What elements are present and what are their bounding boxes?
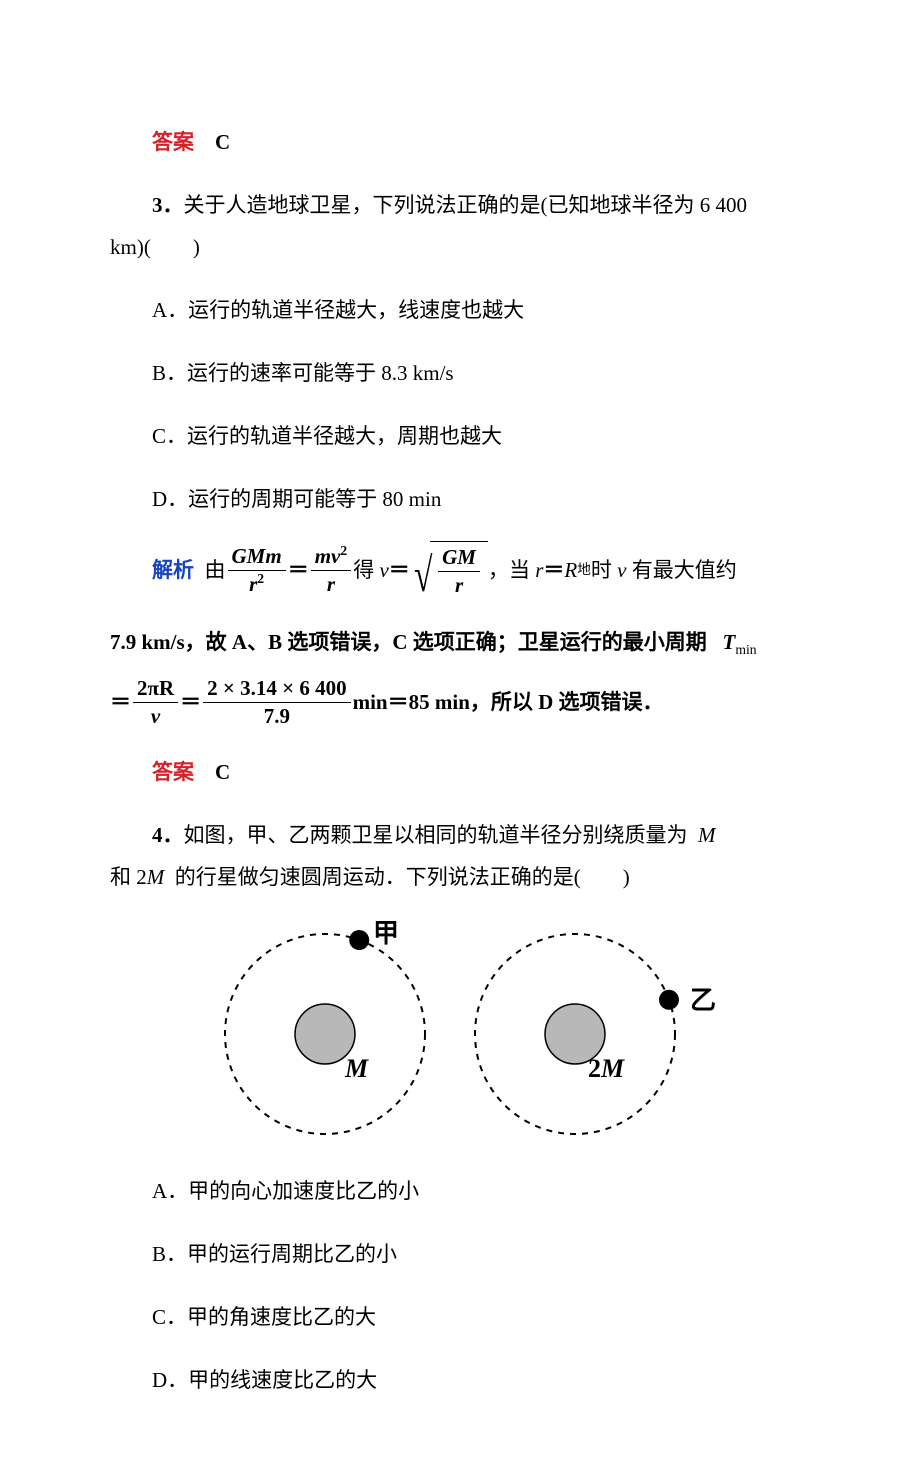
q4-stem-line1: 4．如图，甲、乙两颗卫星以相同的轨道半径分别绕质量为 M xyxy=(110,814,810,856)
q4-option-b: B．甲的运行周期比乙的小 xyxy=(110,1233,810,1275)
eq-sign: ＝ xyxy=(389,558,410,583)
var-v: v xyxy=(379,558,388,583)
q3-an-p1d: 时 xyxy=(591,558,612,583)
q3-stem-line2: km)( ) xyxy=(110,226,810,268)
q3-an-p1a: 由 xyxy=(205,558,226,583)
q4-stem-a: 如图，甲、乙两颗卫星以相同的轨道半径分别绕质量为 xyxy=(184,823,688,847)
planet-label-M: M xyxy=(344,1054,369,1083)
q4-option-a: A．甲的向心加速度比乙的小 xyxy=(110,1170,810,1212)
satellite-label-yi: 乙 xyxy=(690,986,716,1015)
sqrt-sign-icon: √ xyxy=(414,552,432,600)
q3-frac-2piR-v: 2πR v xyxy=(133,675,178,731)
frac-den: v xyxy=(147,703,164,730)
orbit-right-svg: 2M 乙 xyxy=(460,919,750,1149)
orbit-right: 2M 乙 xyxy=(460,919,730,1149)
frac-num: GMm xyxy=(228,543,286,571)
q2-answer-line: 答案 C xyxy=(110,121,810,163)
frac-den: r xyxy=(323,571,339,598)
q3-analysis-line2: 7.9 km/s，故 A、B 选项错误，C 选项正确；卫星运行的最小周期 Tmi… xyxy=(110,621,810,663)
q3-number: 3． xyxy=(152,193,184,217)
answer-label: 答案 xyxy=(152,760,194,784)
q4-stem-line2: 和 2M 的行星做匀速圆周运动．下列说法正确的是( ) xyxy=(110,856,810,898)
satellite-dot xyxy=(659,990,679,1010)
q4-stem-b: 和 2 xyxy=(110,865,147,889)
eq-sign: ＝ xyxy=(180,690,201,715)
q3-option-a: A．运行的轨道半径越大，线速度也越大 xyxy=(110,289,810,331)
sqrt-gm-r: √ GM r xyxy=(410,541,488,600)
eq-sign: ＝ xyxy=(288,558,309,583)
q2-answer-value: C xyxy=(215,130,230,154)
q3-option-d: D．运行的周期可能等于 80 min xyxy=(110,478,810,520)
q3-analysis-line3: ＝ 2πR v ＝ 2 × 3.14 × 6 400 7.9 min＝85 mi… xyxy=(110,675,810,731)
q3-option-b: B．运行的速率可能等于 8.3 km/s xyxy=(110,352,810,394)
planet-label-2M: 2M xyxy=(588,1054,625,1083)
frac-num: 2 × 3.14 × 6 400 xyxy=(203,675,350,703)
q4-option-c: C．甲的角速度比乙的大 xyxy=(110,1296,810,1338)
var-R: R xyxy=(564,558,577,583)
frac-den: 7.9 xyxy=(260,703,294,730)
q3-an-p1b: 得 xyxy=(353,558,374,583)
q3-frac-gmm-r2: GMm r2 xyxy=(228,543,286,599)
q4-stem-c: 的行星做匀速圆周运动．下列说法正确的是( ) xyxy=(175,865,630,889)
q3-an-p1e: 有最大值约 xyxy=(632,558,737,583)
frac-num: mv2 xyxy=(311,543,352,571)
sub-min: min xyxy=(735,642,756,657)
q3-answer-line: 答案 C xyxy=(110,751,810,793)
q3-an-p3b: min＝85 min，所以 D 选项错误． xyxy=(353,690,664,715)
satellite-label-jia: 甲 xyxy=(373,919,399,948)
sqrt-body: GM r xyxy=(430,541,488,600)
answer-label: 答案 xyxy=(152,130,194,154)
q3-an-p2a: 7.9 km/s，故 A、B 选项错误，C 选项正确；卫星运行的最小周期 xyxy=(110,630,707,654)
q4-option-d: D．甲的线速度比乙的大 xyxy=(110,1359,810,1401)
var-v2: v xyxy=(617,558,626,583)
var-r: r xyxy=(535,558,543,583)
q3-stem-line1: 3．关于人造地球卫星，下列说法正确的是(已知地球半径为 6 400 xyxy=(110,184,810,226)
q3-frac-numeric: 2 × 3.14 × 6 400 7.9 xyxy=(203,675,350,731)
frac-num: GM xyxy=(438,544,480,572)
analysis-label: 解析 xyxy=(152,558,194,583)
q3-option-c: C．运行的轨道半径越大，周期也越大 xyxy=(110,415,810,457)
q4-figure: M 甲 2M 乙 xyxy=(110,919,810,1149)
q3-an-p1c: ，当 xyxy=(488,558,530,583)
var-M: M xyxy=(698,823,716,847)
q3-stem-a: 关于人造地球卫星，下列说法正确的是(已知地球半径为 6 400 xyxy=(184,193,748,217)
q3-frac-mv2-r: mv2 r xyxy=(311,543,352,599)
eq-sign: ＝ xyxy=(110,690,131,715)
q3-answer-value: C xyxy=(215,760,230,784)
orbit-left: M 甲 xyxy=(190,919,420,1149)
frac-den: r xyxy=(451,572,467,599)
q3-analysis-line1: 解析 由 GMm r2 ＝ mv2 r 得 v ＝ √ GM r ，当 r xyxy=(110,541,810,600)
q4-number: 4． xyxy=(152,823,184,847)
satellite-dot xyxy=(349,930,369,950)
frac-den: r2 xyxy=(245,571,268,598)
eq-sign: ＝ xyxy=(543,558,564,583)
orbit-left-svg: M 甲 xyxy=(190,919,450,1149)
frac-num: 2πR xyxy=(133,675,178,703)
var-T: T xyxy=(723,630,736,654)
var-M2: M xyxy=(147,865,165,889)
